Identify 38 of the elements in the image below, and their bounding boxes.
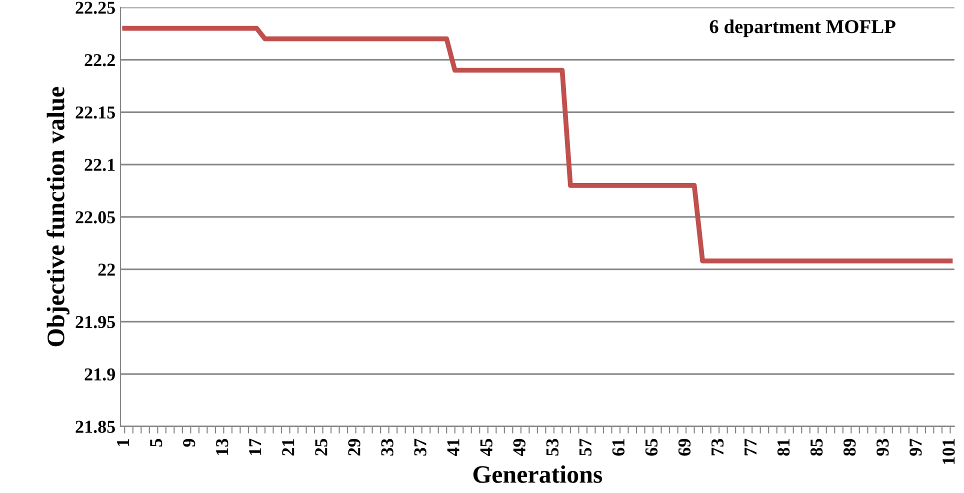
x-tick-label: 69 (678, 438, 691, 456)
x-tick-label: 97 (910, 438, 922, 456)
x-tick-label: 17 (249, 438, 262, 455)
x-tick-label: 65 (645, 438, 658, 456)
y-tick-label: 21.9 (84, 368, 115, 381)
x-tick-label: 73 (711, 438, 724, 456)
x-tick-label: 93 (876, 438, 889, 456)
x-tick-label: 61 (612, 439, 625, 456)
x-tick-label: 21 (282, 439, 294, 456)
x-tick-label: 53 (546, 438, 558, 456)
x-tick-label: 1 (117, 439, 129, 446)
x-tick-label: 41 (447, 439, 460, 456)
x-tick-label: 9 (183, 438, 196, 447)
x-tick-label: 101 (942, 439, 955, 464)
y-tick-label: 22 (98, 264, 115, 276)
x-tick-label: 81 (777, 439, 790, 456)
x-tick-label: 5 (150, 438, 162, 447)
y-tick-label: 22.2 (84, 54, 115, 66)
x-tick-label: 25 (315, 438, 328, 456)
x-tick-label: 33 (381, 438, 394, 456)
x-tick-label: 57 (579, 438, 592, 456)
y-tick-label: 22.15 (76, 106, 115, 119)
y-tick-label: 21.85 (76, 420, 115, 433)
x-tick-label: 89 (843, 438, 856, 456)
x-axis-title: Generations (473, 465, 602, 483)
x-tick-label: 85 (810, 438, 823, 456)
y-axis-title: Objective function value (46, 87, 70, 346)
annotation: 6 department MOFLP (710, 20, 896, 38)
y-tick-label: 22.1 (84, 158, 115, 172)
x-tick-label: 49 (513, 438, 526, 456)
x-tick-label: 45 (480, 438, 492, 456)
y-tick-label: 21.95 (76, 316, 115, 328)
x-tick-label: 37 (414, 438, 426, 456)
x-tick-label: 77 (744, 438, 756, 456)
y-tick-label: 22.05 (76, 211, 115, 224)
x-tick-label: 29 (348, 438, 360, 456)
y-tick-label: 22.25 (76, 2, 115, 14)
x-tick-label: 13 (216, 438, 228, 455)
